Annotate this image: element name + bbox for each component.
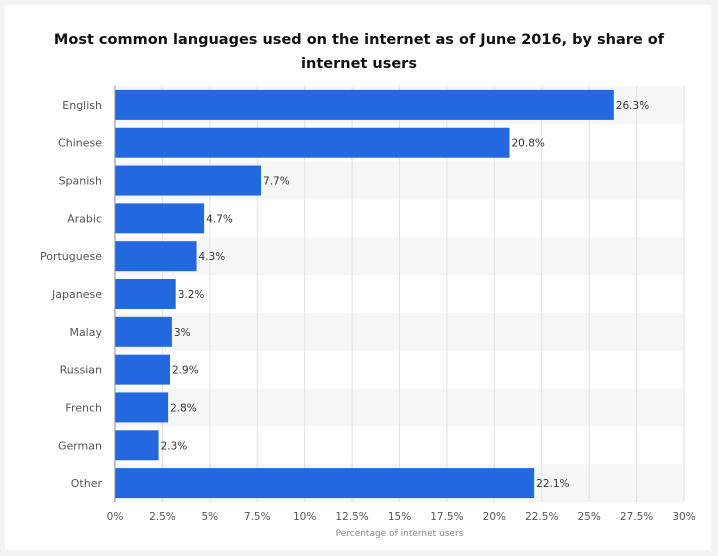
- x-tick-label: 25%: [577, 511, 600, 523]
- bar-french: [115, 392, 169, 423]
- data-label: 3%: [174, 327, 191, 339]
- category-label: Portuguese: [40, 250, 102, 263]
- category-label: Japanese: [51, 288, 102, 301]
- bar-portuguese: [115, 241, 197, 272]
- category-label: Spanish: [59, 175, 102, 188]
- data-label: 2.9%: [172, 365, 199, 377]
- x-tick-label: 30%: [672, 511, 695, 523]
- x-tick-label: 17.5%: [430, 511, 463, 523]
- data-label: 20.8%: [512, 138, 545, 150]
- data-label: 3.2%: [178, 289, 205, 301]
- data-label: 22.1%: [536, 478, 569, 490]
- x-tick-label: 22.5%: [525, 511, 558, 523]
- x-tick-label: 12.5%: [335, 511, 368, 523]
- bar-japanese: [115, 279, 176, 309]
- bar-german: [115, 430, 159, 461]
- x-tick-label: 5%: [201, 511, 218, 523]
- chart-title: Most common languages used on the intern…: [53, 32, 665, 72]
- x-tick-label: 7.5%: [244, 511, 271, 523]
- category-label: French: [65, 401, 102, 414]
- data-label: 4.7%: [206, 213, 233, 225]
- category-label: English: [62, 99, 102, 112]
- bar-chinese: [115, 127, 510, 158]
- data-label: 2.8%: [170, 402, 197, 414]
- category-label: Arabic: [67, 212, 102, 225]
- data-label: 4.3%: [199, 251, 226, 263]
- category-label: Other: [71, 477, 103, 490]
- category-label: Malay: [69, 326, 102, 339]
- x-tick-label: 2.5%: [149, 511, 176, 523]
- bar-english: [115, 89, 614, 120]
- category-label: Russian: [60, 364, 102, 377]
- bar-arabic: [115, 203, 205, 234]
- bar-other: [115, 468, 535, 499]
- x-axis-title: Percentage of internet users: [336, 529, 464, 539]
- bar-russian: [115, 354, 171, 385]
- x-tick-label: 15%: [388, 511, 411, 523]
- x-tick-label: 10%: [293, 511, 316, 523]
- category-label: Chinese: [58, 137, 102, 150]
- x-tick-label: 20%: [483, 511, 506, 523]
- bar-malay: [115, 316, 172, 347]
- x-tick-label: 27.5%: [620, 511, 653, 523]
- bar-spanish: [115, 165, 262, 196]
- data-label: 7.7%: [263, 176, 290, 188]
- data-label: 2.3%: [161, 440, 188, 452]
- x-tick-label: 0%: [107, 511, 124, 523]
- data-label: 26.3%: [616, 100, 649, 112]
- category-label: German: [58, 439, 102, 452]
